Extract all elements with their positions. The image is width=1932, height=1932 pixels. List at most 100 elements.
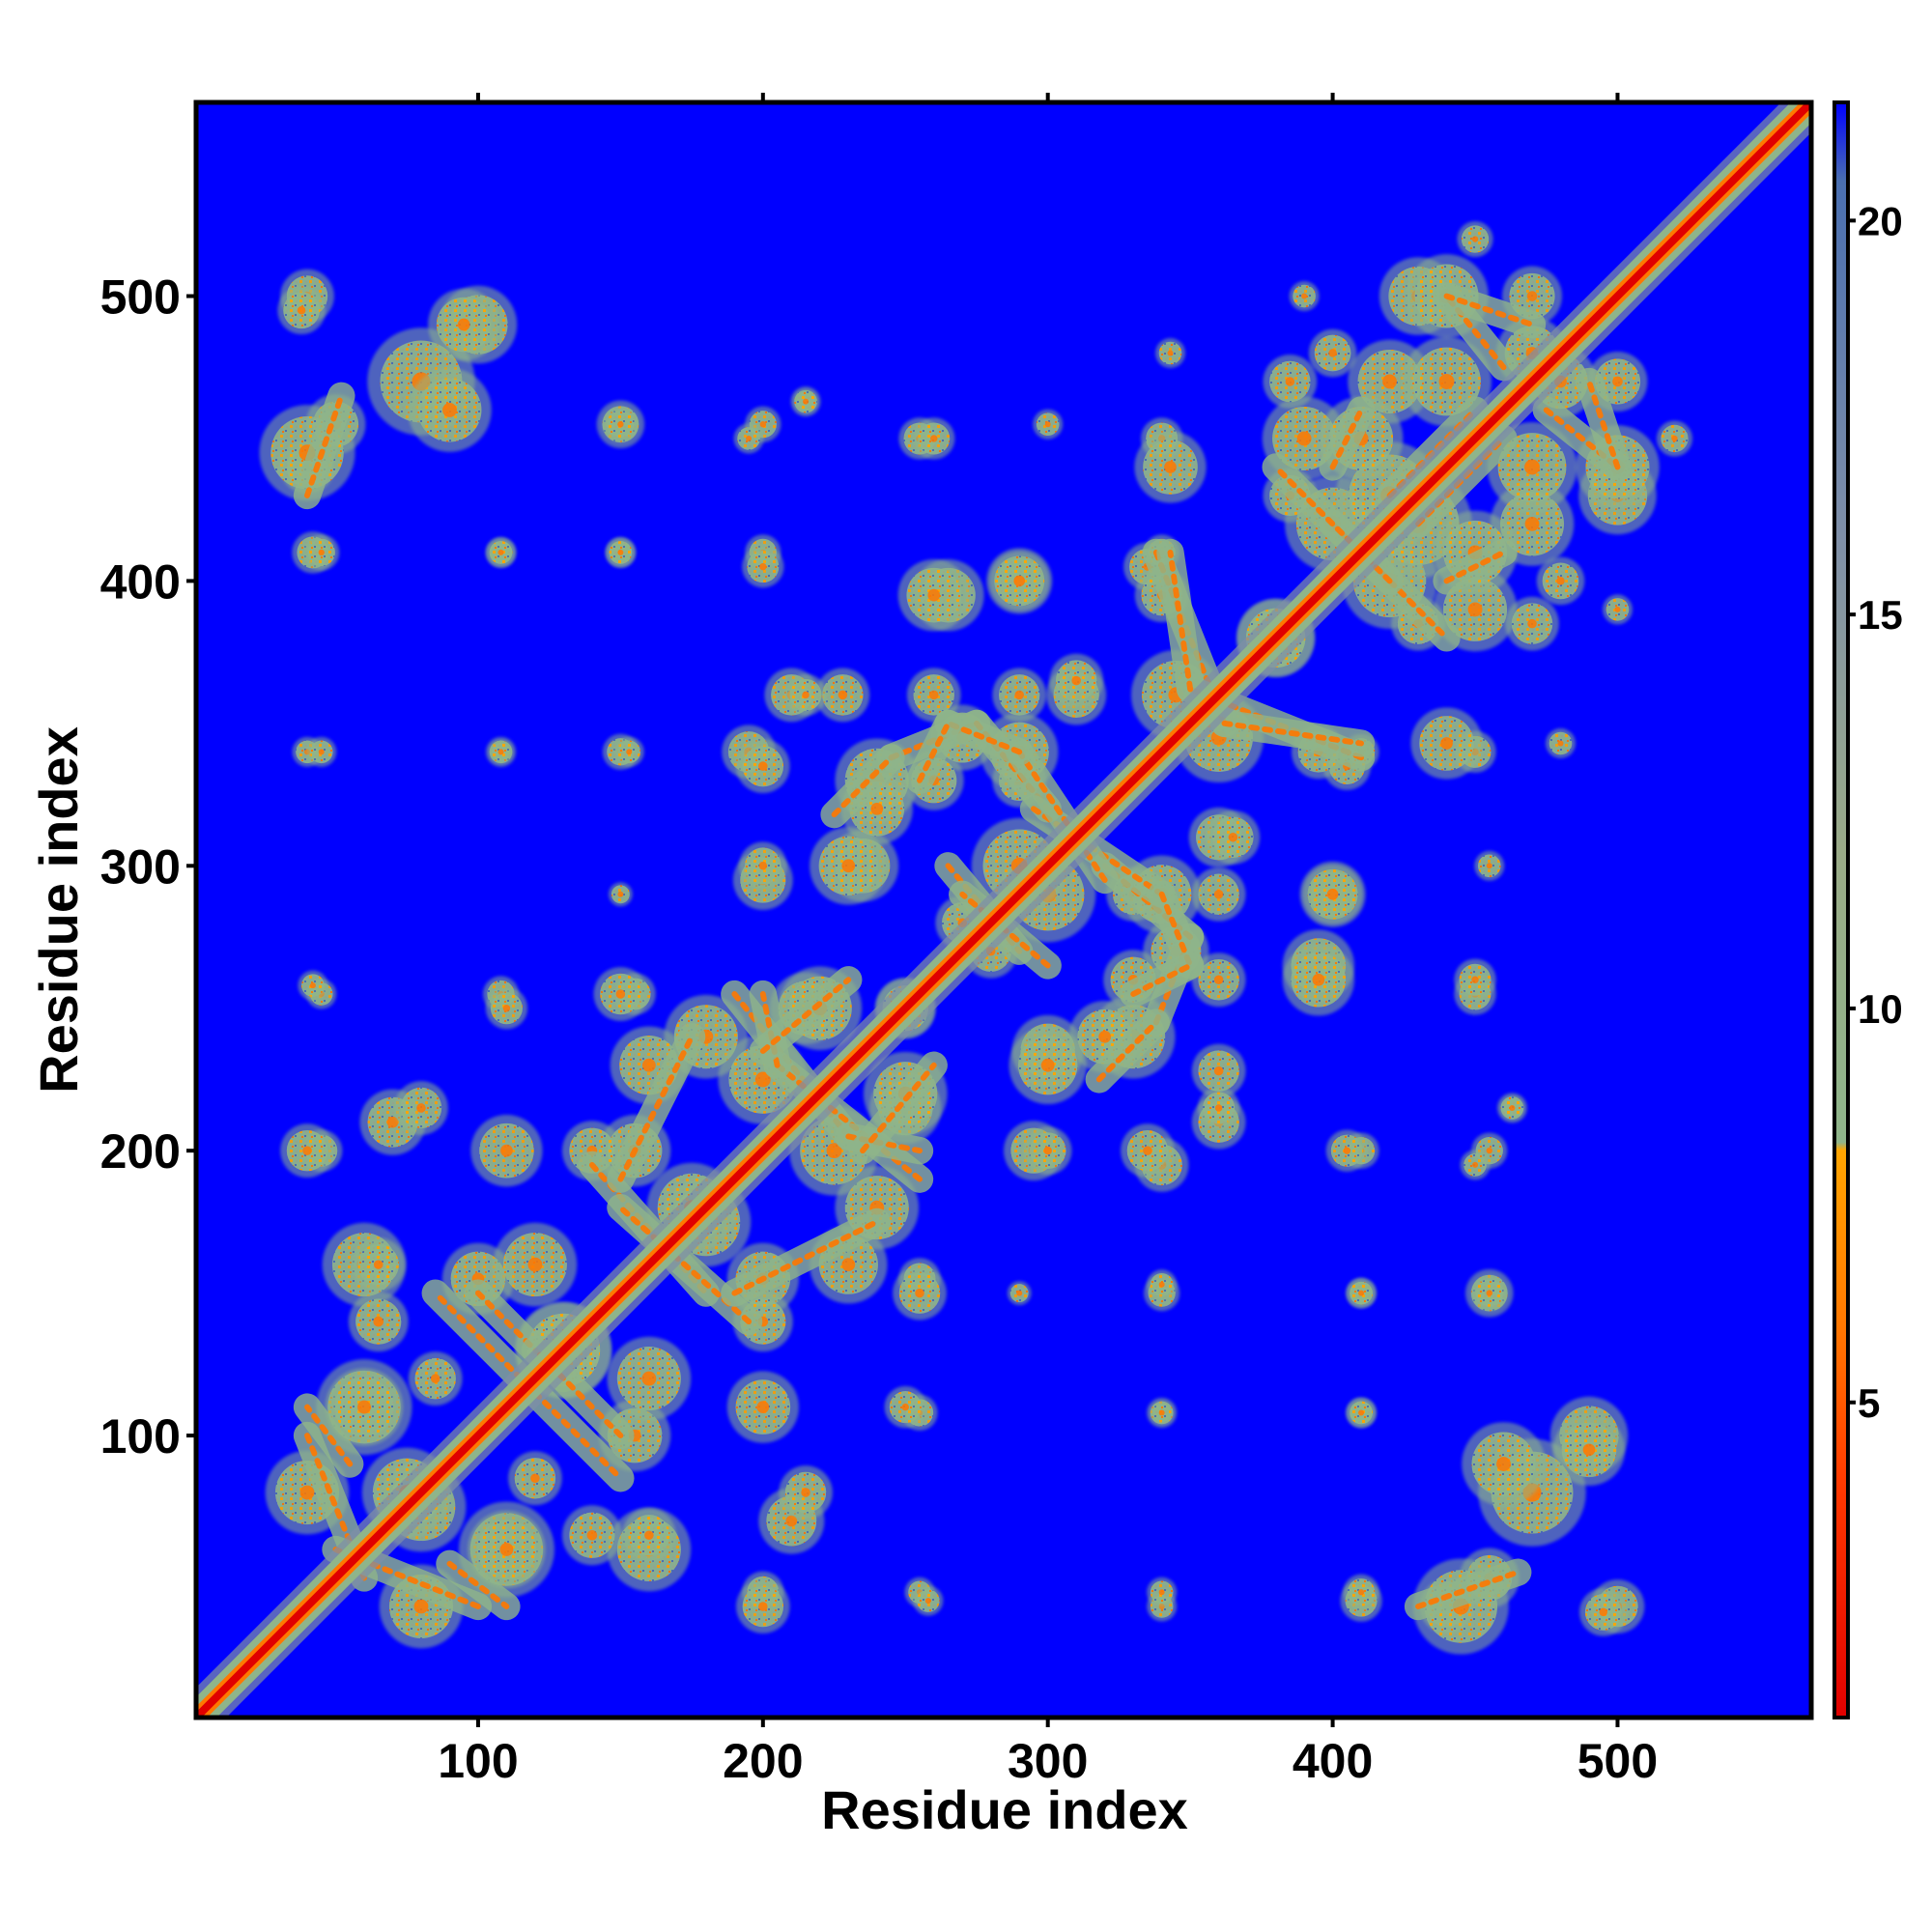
contact-cluster <box>1505 596 1559 651</box>
y-tick-label: 100 <box>100 1409 181 1463</box>
contact-band <box>1433 282 1547 339</box>
contact-cluster <box>1289 281 1320 312</box>
contact-cluster <box>1007 1281 1032 1306</box>
contact-cluster <box>1049 653 1104 708</box>
contact-cluster <box>1009 1026 1087 1104</box>
contact-cluster <box>1155 338 1185 368</box>
contact-cluster <box>1471 1275 1508 1312</box>
contact-cluster <box>1033 409 1064 440</box>
contact-cluster <box>1147 1269 1178 1300</box>
contact-cluster <box>1578 1588 1628 1636</box>
contact-cluster <box>1402 336 1492 427</box>
contact-band <box>1085 1009 1170 1094</box>
contact-cluster <box>992 668 1047 723</box>
x-tick-label: 200 <box>723 1734 803 1788</box>
contact-cluster <box>913 1585 944 1616</box>
contact-cluster <box>1410 707 1483 780</box>
y-tick-label: 500 <box>100 270 181 325</box>
contact-cluster <box>726 1371 799 1443</box>
contact-band <box>1433 538 1518 595</box>
contact-cluster <box>408 368 492 452</box>
contact-cluster <box>784 673 827 717</box>
contact-cluster <box>1263 355 1318 409</box>
contact-cluster <box>1343 1574 1379 1610</box>
contact-cluster <box>428 288 500 361</box>
contact-cluster <box>348 1292 409 1352</box>
contact-cluster <box>394 1081 448 1135</box>
x-tick-label: 500 <box>1577 1734 1658 1788</box>
contact-band <box>293 382 355 510</box>
contact-cluster <box>1308 328 1357 378</box>
contact-cluster <box>1147 1577 1178 1607</box>
contact-cluster <box>1602 594 1633 625</box>
contact-cluster <box>897 558 970 632</box>
contact-cluster <box>913 417 955 460</box>
contact-cluster <box>561 1505 622 1566</box>
contact-cluster <box>508 1451 562 1506</box>
contact-band <box>293 1393 364 1478</box>
contact-cluster <box>1552 1413 1626 1486</box>
contact-band <box>1210 709 1376 757</box>
contact-cluster <box>733 423 764 454</box>
contact-band <box>421 1279 535 1393</box>
diagonal-core <box>196 102 1811 1718</box>
contact-band <box>721 1208 891 1307</box>
contact-cluster <box>735 739 790 793</box>
contact-cluster <box>1197 1087 1240 1129</box>
colorbar-tick-label: 5 <box>1858 1380 1880 1426</box>
contact-cluster <box>306 736 337 767</box>
contact-cluster <box>1536 556 1585 606</box>
contact-band <box>820 744 905 829</box>
contact-cluster <box>1023 1126 1072 1175</box>
contact-band <box>436 1549 521 1621</box>
contact-cluster <box>986 548 1053 614</box>
contact-cluster <box>1134 431 1207 503</box>
contact-cluster <box>1121 1123 1175 1179</box>
contact-cluster <box>298 970 328 1001</box>
contact-cluster <box>735 1579 790 1634</box>
x-tick-label: 100 <box>438 1734 518 1788</box>
contact-cluster <box>468 1510 546 1589</box>
contact-cluster <box>810 827 888 905</box>
contact-cluster <box>1346 1397 1377 1428</box>
y-tick-label: 400 <box>100 554 181 609</box>
contact-band <box>1156 538 1205 703</box>
contact-cluster <box>1346 1278 1377 1309</box>
contact-cluster <box>489 739 513 764</box>
contact-cluster <box>277 286 326 335</box>
contact-band <box>749 966 863 1065</box>
contact-cluster <box>739 841 787 891</box>
contact-cluster <box>303 534 340 571</box>
y-axis: 100 200 300 400 500 <box>100 270 196 1463</box>
contact-cluster <box>1325 1129 1369 1172</box>
colorbar-tick-label: 15 <box>1858 592 1903 638</box>
contact-band <box>521 1378 635 1492</box>
contact-cluster <box>485 987 528 1030</box>
y-tick-label: 300 <box>100 839 181 894</box>
contact-band <box>1006 738 1119 895</box>
contact-cluster <box>1454 958 1496 1001</box>
contact-band <box>607 1023 706 1193</box>
plot-frame <box>193 99 1814 1720</box>
contact-cluster <box>593 967 648 1021</box>
contact-cluster <box>602 406 639 442</box>
x-axis: 100 200 300 400 500 <box>438 93 1658 1788</box>
contact-cluster <box>1546 728 1576 758</box>
contact-cluster <box>613 736 644 767</box>
contact-cluster <box>622 1508 676 1563</box>
contact-cluster <box>325 1368 404 1446</box>
contact-cluster <box>906 668 961 723</box>
contact-cluster <box>1206 810 1261 865</box>
x-tick-label: 400 <box>1293 1734 1373 1788</box>
contact-cluster <box>1656 420 1693 457</box>
contact-band <box>905 709 962 794</box>
colorbar-ticks: 5 10 15 20 <box>1848 198 1903 1426</box>
contact-cluster <box>1457 220 1493 258</box>
contact-cluster <box>1462 1422 1546 1506</box>
contact-cluster <box>1191 867 1246 922</box>
colorbar-tick-label: 10 <box>1858 986 1903 1032</box>
contact-band <box>1404 1558 1532 1621</box>
contact-cluster <box>605 537 636 568</box>
contact-cluster <box>1191 952 1246 1008</box>
